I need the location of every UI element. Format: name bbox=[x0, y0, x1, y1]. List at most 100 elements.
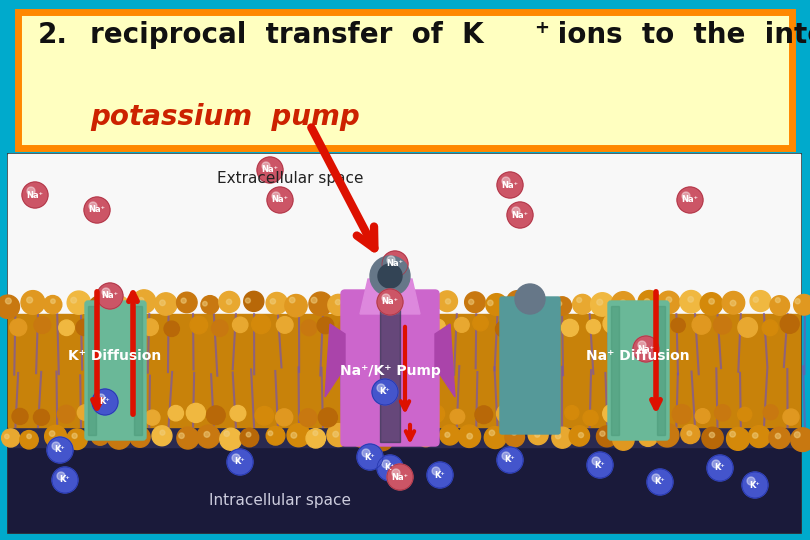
Circle shape bbox=[638, 341, 646, 349]
Circle shape bbox=[244, 291, 264, 312]
Text: K⁺: K⁺ bbox=[385, 463, 395, 472]
Circle shape bbox=[52, 467, 78, 493]
Circle shape bbox=[628, 318, 642, 333]
Circle shape bbox=[752, 433, 758, 438]
Circle shape bbox=[730, 431, 735, 437]
Circle shape bbox=[47, 437, 73, 463]
Circle shape bbox=[692, 315, 711, 334]
Circle shape bbox=[22, 182, 48, 208]
Circle shape bbox=[540, 404, 557, 421]
Circle shape bbox=[124, 319, 139, 334]
Circle shape bbox=[219, 292, 240, 312]
Circle shape bbox=[467, 434, 472, 439]
Circle shape bbox=[285, 294, 307, 317]
Circle shape bbox=[21, 291, 45, 314]
Circle shape bbox=[791, 428, 810, 451]
Circle shape bbox=[515, 406, 534, 424]
Circle shape bbox=[552, 427, 573, 448]
Circle shape bbox=[313, 431, 318, 436]
Text: K⁺: K⁺ bbox=[60, 476, 70, 484]
Circle shape bbox=[427, 462, 453, 488]
Circle shape bbox=[418, 296, 437, 315]
Circle shape bbox=[681, 424, 700, 443]
Circle shape bbox=[301, 320, 317, 336]
Circle shape bbox=[94, 300, 100, 305]
Circle shape bbox=[578, 433, 583, 437]
Circle shape bbox=[688, 296, 693, 302]
Circle shape bbox=[137, 430, 142, 435]
Text: K⁺: K⁺ bbox=[364, 453, 375, 462]
Circle shape bbox=[224, 431, 229, 436]
Circle shape bbox=[407, 407, 422, 422]
Text: Na⁺: Na⁺ bbox=[637, 345, 654, 354]
Circle shape bbox=[130, 427, 150, 447]
Circle shape bbox=[51, 299, 55, 303]
Bar bbox=[134, 306, 142, 435]
Circle shape bbox=[220, 428, 241, 450]
Circle shape bbox=[644, 299, 650, 305]
Text: Na⁺: Na⁺ bbox=[88, 206, 105, 214]
Circle shape bbox=[356, 433, 362, 439]
Circle shape bbox=[370, 428, 394, 451]
Circle shape bbox=[92, 389, 118, 415]
Circle shape bbox=[33, 409, 49, 426]
Circle shape bbox=[186, 403, 206, 422]
Circle shape bbox=[99, 408, 115, 424]
Circle shape bbox=[496, 321, 511, 337]
Text: Na⁺: Na⁺ bbox=[27, 191, 44, 199]
Circle shape bbox=[587, 452, 613, 478]
FancyBboxPatch shape bbox=[608, 301, 669, 440]
Circle shape bbox=[44, 295, 62, 314]
Circle shape bbox=[227, 449, 253, 475]
Circle shape bbox=[376, 292, 396, 312]
Circle shape bbox=[328, 294, 349, 315]
Circle shape bbox=[382, 460, 390, 468]
Circle shape bbox=[84, 197, 110, 223]
Text: Na⁺ Diffusion: Na⁺ Diffusion bbox=[586, 349, 690, 363]
Circle shape bbox=[506, 291, 528, 312]
Circle shape bbox=[510, 299, 516, 304]
Text: K⁺: K⁺ bbox=[380, 388, 390, 396]
Text: K⁺: K⁺ bbox=[749, 481, 761, 489]
Circle shape bbox=[70, 298, 77, 303]
Circle shape bbox=[382, 294, 390, 302]
Circle shape bbox=[655, 423, 679, 447]
Circle shape bbox=[97, 394, 105, 402]
Circle shape bbox=[795, 432, 800, 438]
Circle shape bbox=[702, 427, 723, 449]
Text: 2.: 2. bbox=[38, 21, 68, 49]
Text: Na⁺: Na⁺ bbox=[382, 298, 399, 307]
Circle shape bbox=[680, 291, 702, 313]
Circle shape bbox=[393, 295, 415, 317]
Circle shape bbox=[5, 434, 9, 438]
Circle shape bbox=[76, 319, 92, 335]
Bar bbox=[8, 427, 800, 447]
Circle shape bbox=[450, 409, 465, 424]
Circle shape bbox=[600, 431, 605, 436]
Circle shape bbox=[738, 318, 757, 337]
Circle shape bbox=[486, 294, 508, 315]
Circle shape bbox=[763, 405, 778, 420]
Circle shape bbox=[612, 292, 635, 315]
Circle shape bbox=[155, 293, 177, 315]
Circle shape bbox=[512, 430, 517, 435]
Circle shape bbox=[528, 424, 548, 444]
Circle shape bbox=[52, 442, 60, 450]
Bar bbox=[107, 309, 123, 432]
Circle shape bbox=[252, 315, 271, 334]
Circle shape bbox=[507, 202, 533, 228]
Circle shape bbox=[488, 300, 493, 306]
Circle shape bbox=[93, 433, 98, 437]
Circle shape bbox=[27, 434, 32, 438]
Circle shape bbox=[27, 187, 35, 195]
Circle shape bbox=[160, 430, 165, 435]
Circle shape bbox=[67, 291, 91, 314]
Circle shape bbox=[339, 318, 356, 335]
Bar bbox=[380, 294, 400, 442]
Circle shape bbox=[638, 291, 661, 313]
Circle shape bbox=[230, 406, 245, 421]
Bar bbox=[657, 306, 665, 435]
Circle shape bbox=[682, 192, 690, 200]
Circle shape bbox=[497, 404, 515, 423]
Circle shape bbox=[401, 298, 406, 303]
